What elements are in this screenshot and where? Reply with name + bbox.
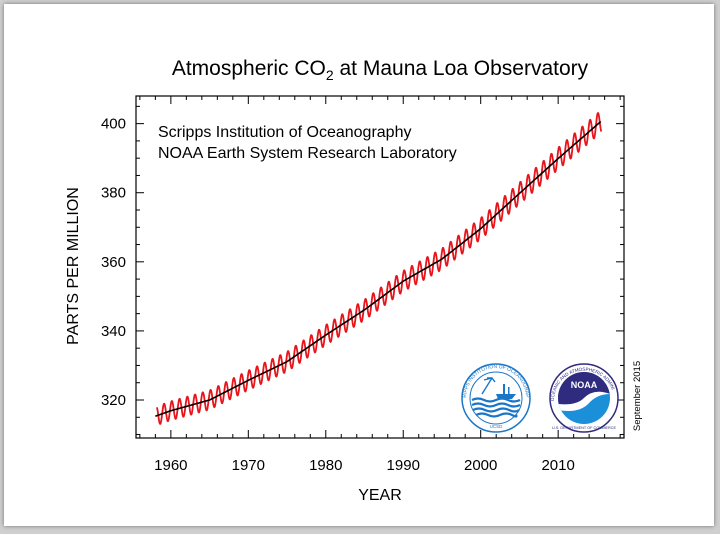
tick-labels: 1960 1970 1980 1990 2000 2010 320 340 360 380 400	[101, 116, 575, 474]
plot-area	[135, 95, 625, 439]
noaa-logo-sky	[558, 372, 610, 405]
scripps-logo: SCRIPPS INSTITUTION OF OCEANOGRAPHY UCSD	[461, 363, 531, 433]
annotation-line-2: NOAA Earth System Research Laboratory	[158, 145, 457, 162]
trend-co2-line	[155, 120, 602, 417]
chart-title-subscript: 2	[326, 67, 334, 83]
y-tick-label: 380	[101, 185, 126, 202]
x-tick-label: 1960	[154, 457, 187, 474]
y-tick-label: 340	[101, 323, 126, 340]
noaa-logo: NATIONAL OCEANIC AND ATMOSPHERIC ADMINIS…	[549, 363, 619, 433]
x-axis-label: YEAR	[358, 487, 402, 504]
annotation-line-1: Scripps Institution of Oceanography	[158, 124, 411, 141]
scripps-logo-bottom: UCSD	[490, 424, 504, 429]
noaa-logo-bottom: U.S. DEPARTMENT OF COMMERCE	[552, 426, 617, 430]
y-tick-label: 360	[101, 254, 126, 271]
chart-title-main: Atmospheric CO	[172, 57, 326, 80]
chart-title: Atmospheric CO2 at Mauna Loa Observatory	[172, 57, 589, 83]
seagull-icon	[558, 391, 610, 411]
noaa-logo-label: NOAA	[571, 380, 598, 390]
trident-icon	[481, 377, 496, 395]
axis-ticks	[136, 96, 624, 438]
x-tick-label: 1990	[387, 457, 420, 474]
chart-frame	[4, 4, 714, 526]
series-layer	[155, 112, 603, 425]
scripps-waves	[471, 397, 521, 418]
y-tick-label: 400	[101, 116, 126, 133]
x-tick-label: 1980	[309, 457, 342, 474]
x-tick-label: 2000	[464, 457, 497, 474]
chart-title-rest: at Mauna Loa Observatory	[334, 57, 589, 80]
x-tick-label: 2010	[541, 457, 574, 474]
ship-icon	[496, 384, 516, 399]
y-axis-label: PARTS PER MILLION	[65, 187, 82, 345]
date-note: September 2015	[632, 361, 643, 431]
x-tick-label: 1970	[232, 457, 265, 474]
y-tick-label: 320	[101, 392, 126, 409]
